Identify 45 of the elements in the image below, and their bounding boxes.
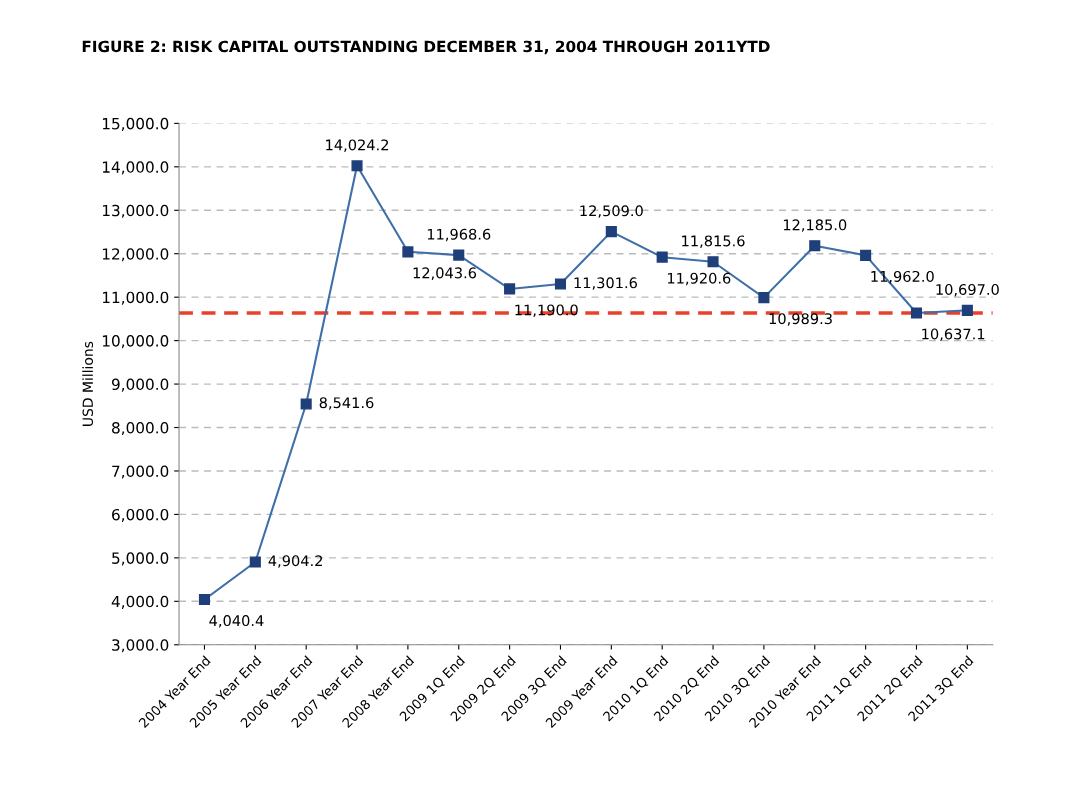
point — [910, 307, 923, 319]
data-label: 11,968.6 — [427, 228, 491, 242]
y-tick-label: 15,000.0 — [102, 117, 169, 131]
point — [656, 251, 668, 263]
point — [605, 226, 617, 238]
point — [707, 256, 719, 268]
data-label: 14,024.2 — [326, 139, 389, 152]
data-label: 4,904.2 — [268, 555, 323, 568]
point — [860, 249, 872, 261]
point — [504, 283, 516, 295]
data-label: 10,637.1 — [922, 328, 985, 341]
data-label: 11,920.6 — [667, 272, 731, 286]
point — [809, 240, 821, 252]
y-tick-label: 8,000.0 — [112, 421, 169, 436]
y-tick-label: 5,000.0 — [112, 552, 169, 566]
point — [453, 249, 465, 261]
point — [402, 246, 414, 258]
point — [554, 278, 567, 290]
point — [198, 594, 211, 606]
y-tick-label: 9,000.0 — [111, 378, 169, 392]
data-label: 8,541.6 — [319, 397, 374, 410]
data-label: 4,040.4 — [209, 615, 264, 628]
chart-title: FIGURE 2: RISK CAPITAL OUTSTANDING DECEMBER 31, 2004 THROUGH 2011YTD — [82, 40, 770, 55]
data-label: 10,989.3 — [769, 313, 832, 326]
data-label: 11,301.6 — [574, 277, 637, 290]
y-tick-label: 7,000.0 — [112, 465, 169, 479]
data-label: 12,043.6 — [413, 267, 477, 280]
y-axis-title: USD Millions — [82, 341, 94, 426]
y-tick-label: 14,000.0 — [102, 161, 169, 175]
point — [961, 304, 973, 316]
y-tick-label: 12,000.0 — [102, 248, 169, 262]
point — [249, 556, 261, 568]
y-tick-label: 6,000.0 — [112, 508, 169, 522]
y-tick-label: 3,000.0 — [112, 639, 169, 653]
point — [300, 398, 312, 410]
data-label: 10,697.0 — [936, 283, 999, 297]
data-label: 12,185.0 — [783, 219, 847, 232]
y-tick-label: 13,000.0 — [102, 204, 169, 218]
y-tick-label: 10,000.0 — [102, 335, 169, 349]
point — [351, 160, 363, 172]
point — [758, 292, 770, 304]
data-label: 12,509.0 — [580, 205, 643, 218]
y-tick-label: 4,000.0 — [111, 595, 169, 609]
y-tick-label: 11,000.0 — [102, 291, 169, 305]
data-label: 11,815.6 — [682, 235, 745, 248]
